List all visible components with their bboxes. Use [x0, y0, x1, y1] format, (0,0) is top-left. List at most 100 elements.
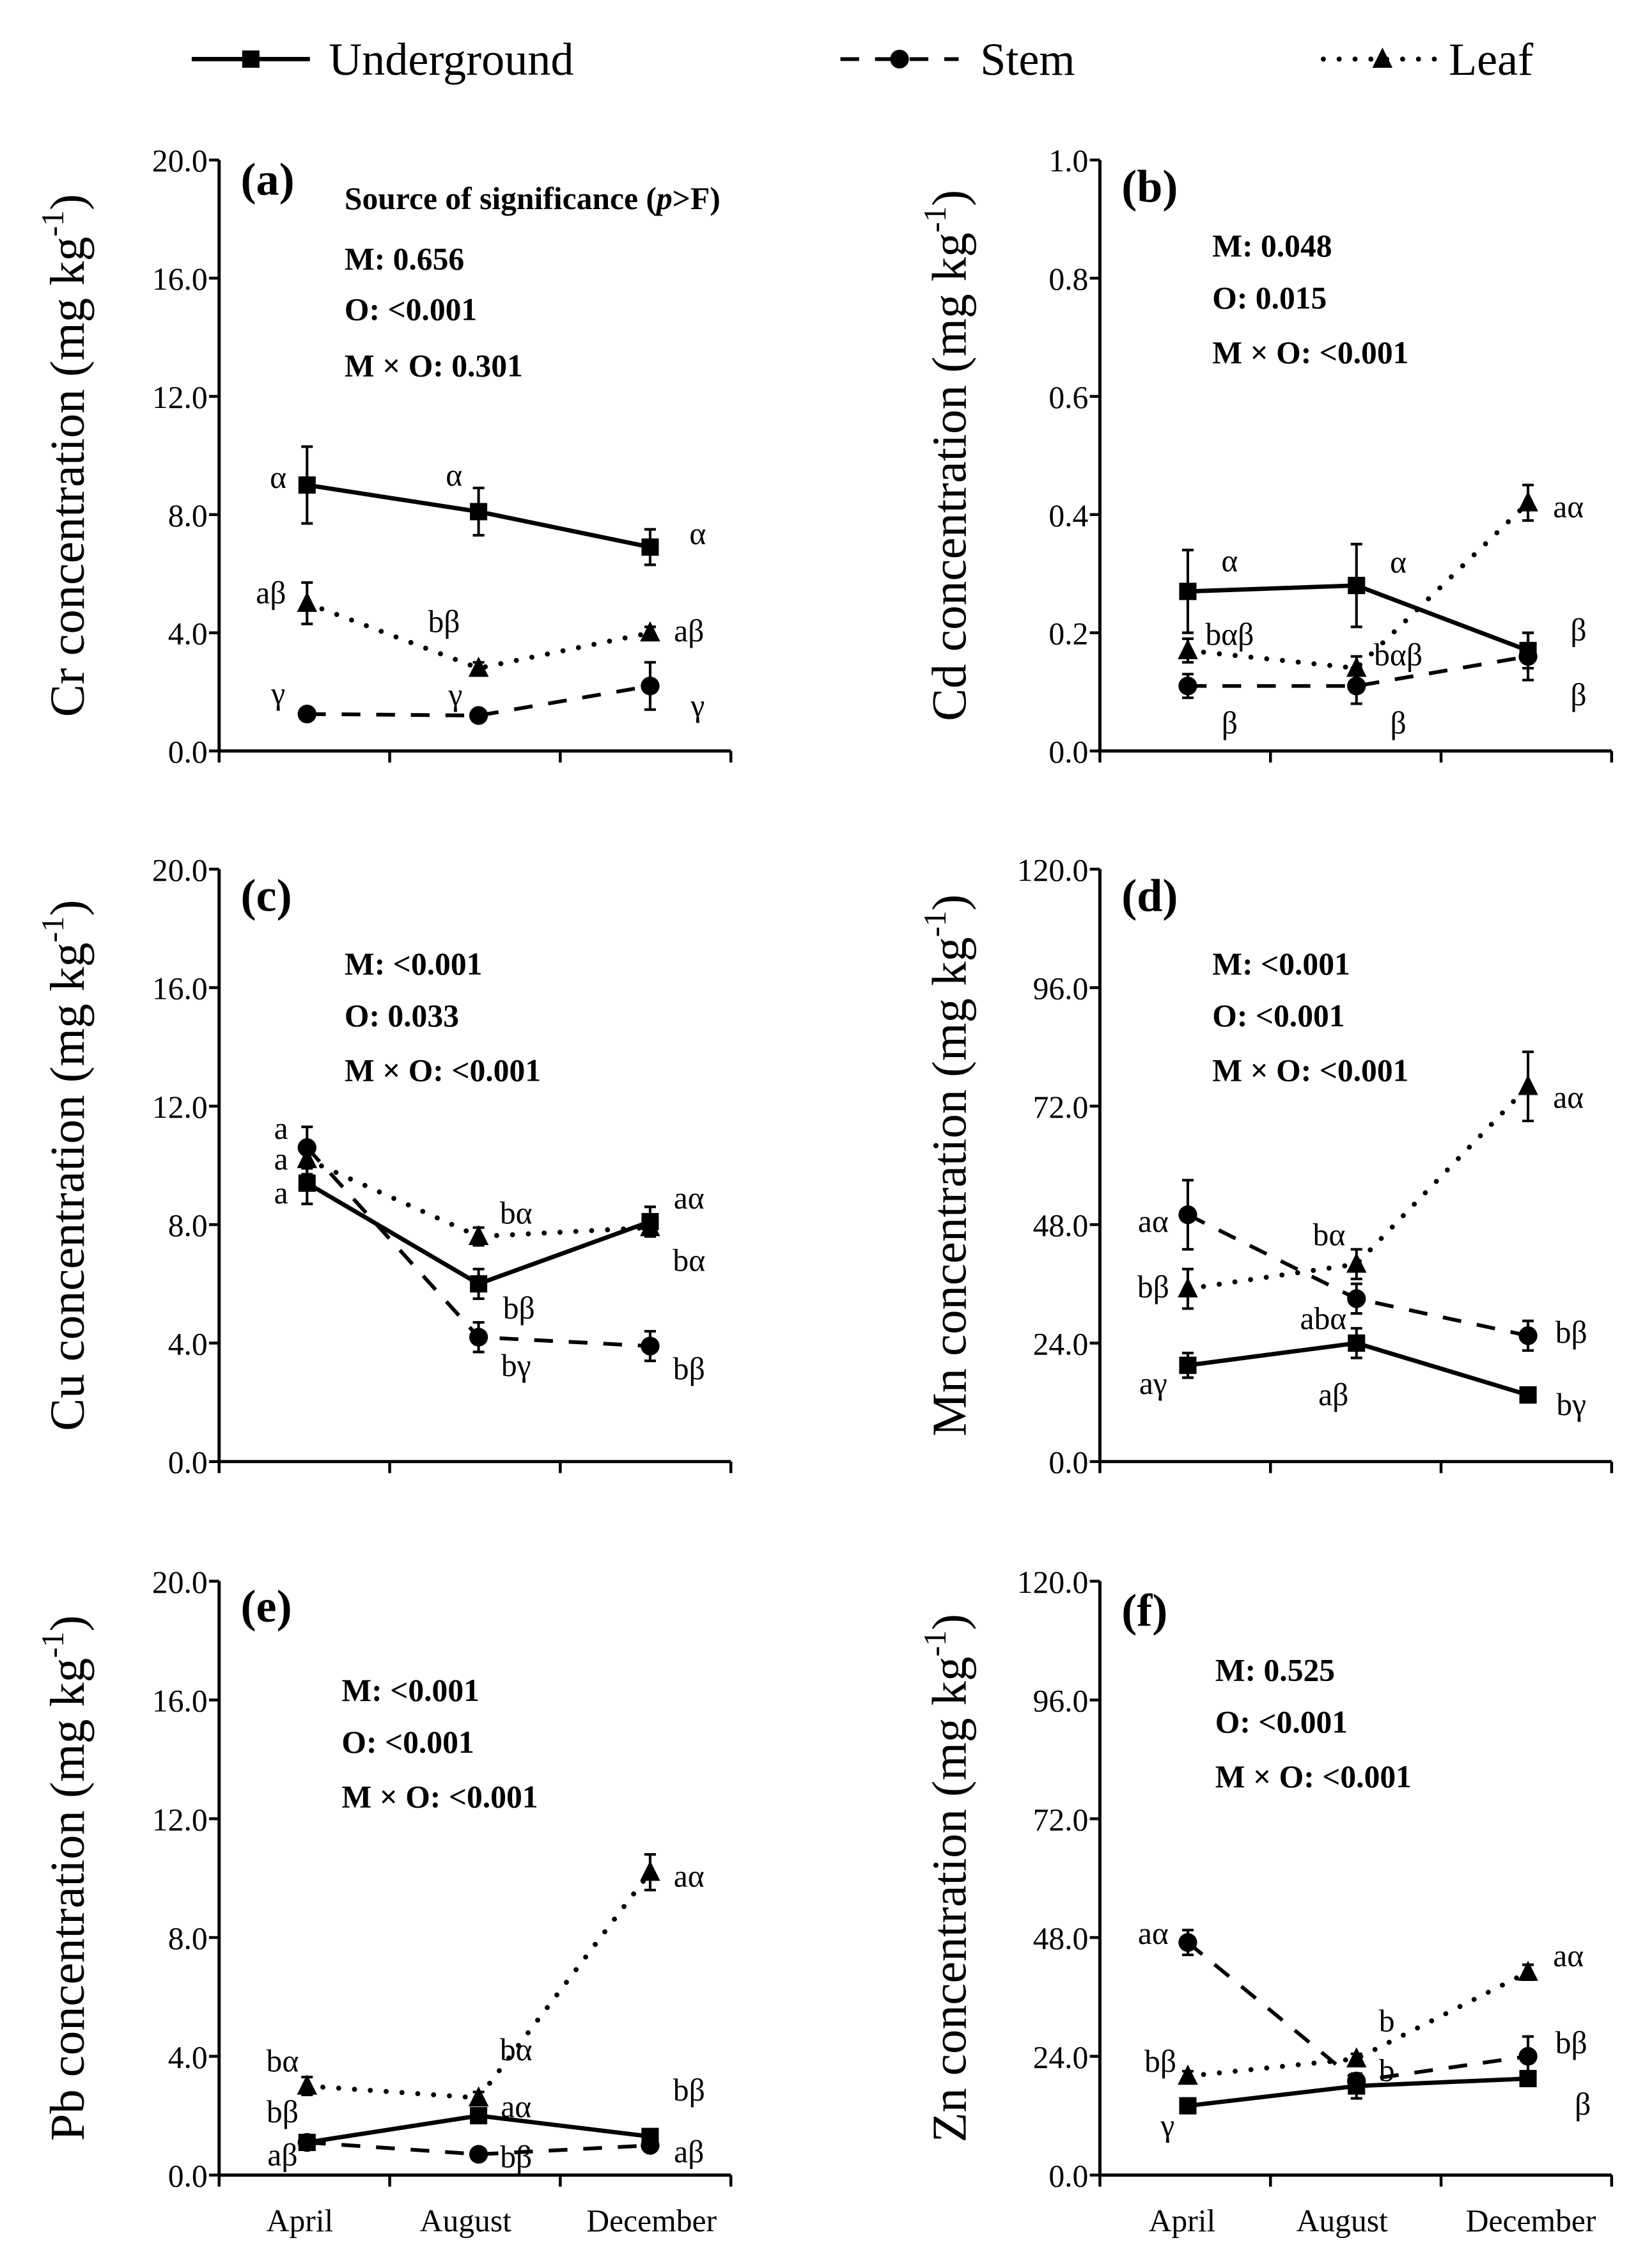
- data-point-circle: [1518, 1326, 1538, 1345]
- y-tick-label: 8.0: [168, 1208, 208, 1243]
- legend: Underground Stem Leaf: [191, 34, 1534, 85]
- data-point-circle: [641, 2136, 660, 2155]
- series-line: [306, 1146, 651, 1348]
- data-point-triangle: [1178, 2064, 1198, 2085]
- significance-line: M × O: 0.301: [345, 348, 523, 383]
- legend-marker-square: [242, 50, 260, 68]
- significance-line: O: 0.033: [345, 998, 459, 1033]
- significance-letter: β: [1391, 705, 1407, 740]
- data-point-triangle: [640, 621, 660, 642]
- significance-letter: bβ: [1555, 1315, 1587, 1350]
- significance-letter: bβ: [1555, 2025, 1587, 2060]
- legend-label: Stem: [980, 34, 1075, 85]
- significance-letter: bα: [673, 1242, 705, 1278]
- y-tick-label: 12.0: [152, 1090, 208, 1125]
- y-tick-label: 1.0: [1048, 143, 1088, 178]
- panel-d: 0.0 24.0 48.0 72.0 96.0 120.0 Mn concentration…: [917, 852, 1614, 1480]
- data-point-square: [1519, 1386, 1537, 1404]
- y-tick-label: 4.0: [168, 2040, 208, 2075]
- data-point-circle: [297, 2133, 316, 2152]
- significance-line: M: <0.001: [1212, 946, 1350, 982]
- series-leaf: aβ bβ aβ: [256, 575, 704, 677]
- series-underground: a bβ aα: [274, 1161, 705, 1326]
- significance-letter: aα: [674, 1180, 705, 1216]
- significance-letter: aβ: [1318, 1377, 1348, 1412]
- significance-letter: bβ: [673, 2072, 705, 2108]
- data-point-triangle: [1518, 491, 1538, 512]
- significance-letter: a: [274, 1175, 288, 1210]
- significance-letter: aα: [1553, 489, 1584, 524]
- significance-letter: aα: [1138, 1916, 1169, 1951]
- panel-e: 0.0 4.0 8.0 12.0 16.0 20.0 April August December…: [35, 1565, 733, 2238]
- data-point-square: [1179, 2097, 1197, 2115]
- y-tick-label: 0.0: [1048, 734, 1088, 769]
- legend-marker-circle: [890, 49, 909, 69]
- panel-letter: (a): [241, 153, 295, 205]
- y-axis-title: Pb concentration (mg kg-1): [35, 1615, 95, 2141]
- panel-letter: (e): [241, 1581, 292, 1632]
- series-stem: a bγ bβ: [274, 1111, 705, 1386]
- series-line: [304, 1869, 653, 2101]
- data-point-square: [1348, 577, 1366, 595]
- significance-letter: a: [274, 1141, 288, 1177]
- y-tick-label: 8.0: [168, 1921, 208, 1956]
- significance-letter: α: [446, 458, 462, 493]
- y-tick-label: 48.0: [1033, 1208, 1089, 1243]
- significance-line: M: 0.048: [1212, 228, 1332, 263]
- legend-marker-triangle: [1372, 47, 1393, 68]
- significance-letter: β: [1575, 2087, 1591, 2122]
- series-leaf: bβ b aα: [1144, 1938, 1584, 2085]
- y-tick-label: 0.0: [168, 1445, 208, 1480]
- data-point-square: [298, 1174, 316, 1192]
- significance-letter: bβ: [1144, 2044, 1176, 2079]
- significance-line: M × O: <0.001: [345, 1053, 541, 1088]
- y-tick-label: 72.0: [1033, 1090, 1089, 1125]
- data-point-circle: [1518, 646, 1538, 666]
- panel-letter: (c): [241, 870, 292, 921]
- data-point-circle: [1347, 1289, 1366, 1308]
- y-tick-label: 120.0: [1017, 852, 1089, 888]
- series-underground: α α α: [270, 445, 706, 567]
- significance-letter: β: [1222, 705, 1238, 740]
- series-underground: γβ: [1160, 2070, 1591, 2143]
- significance-letter: b: [1379, 2053, 1395, 2088]
- y-tick-label: 0.6: [1048, 380, 1088, 415]
- y-tick-label: 0.2: [1048, 616, 1088, 652]
- significance-letter: bα: [500, 1195, 533, 1230]
- y-axis-title: Cr concentration (mg kg-1): [35, 194, 95, 717]
- legend-label: Leaf: [1449, 34, 1534, 85]
- significance-line: O: 0.015: [1212, 280, 1327, 315]
- significance-letter: bβ: [500, 2139, 532, 2174]
- panel-letter: (d): [1121, 870, 1178, 921]
- data-point-circle: [1178, 1933, 1197, 1952]
- y-tick-label: 12.0: [152, 380, 208, 415]
- panels: 0.0 4.0 8.0 12.0 16.0 20.0 Cr concentration (m…: [35, 143, 1614, 2238]
- significance-line: M: <0.001: [345, 946, 483, 982]
- series-line: [304, 600, 653, 671]
- x-tick-label: August: [420, 2203, 511, 2238]
- significance-letter: γ: [448, 677, 463, 712]
- significance-letter: α: [270, 460, 286, 495]
- legend-label: Underground: [329, 34, 573, 85]
- series-leaf: bβ bα aα: [1137, 1050, 1584, 1310]
- significance-letter: β: [1570, 613, 1586, 648]
- y-axis-title: Cu concentration (mg kg-1): [35, 900, 95, 1431]
- data-point-triangle: [1346, 2047, 1367, 2068]
- data-point-square: [1179, 583, 1197, 600]
- panel-f: 0.0 24.0 48.0 72.0 96.0 120.0 April August Decem…: [917, 1565, 1614, 2238]
- data-point-triangle: [1346, 1252, 1367, 1273]
- significance-letter: α: [1221, 543, 1238, 578]
- y-tick-label: 120.0: [1017, 1565, 1089, 1600]
- x-tick-label: April: [267, 2203, 334, 2238]
- y-tick-label: 0.0: [1048, 1445, 1088, 1480]
- significance-letter: γ: [690, 688, 705, 723]
- panel-c: 0.0 4.0 8.0 12.0 16.0 20.0 Cu concentration (m…: [35, 852, 733, 1480]
- x-tick-label: December: [1466, 2203, 1596, 2238]
- significance-line: O: <0.001: [345, 292, 477, 327]
- significance-letter: bβ: [267, 2094, 299, 2129]
- data-point-circle: [469, 2145, 488, 2164]
- significance-letter: bγ: [501, 1348, 531, 1383]
- data-point-square: [470, 2107, 488, 2125]
- x-tick-label: August: [1297, 2203, 1388, 2238]
